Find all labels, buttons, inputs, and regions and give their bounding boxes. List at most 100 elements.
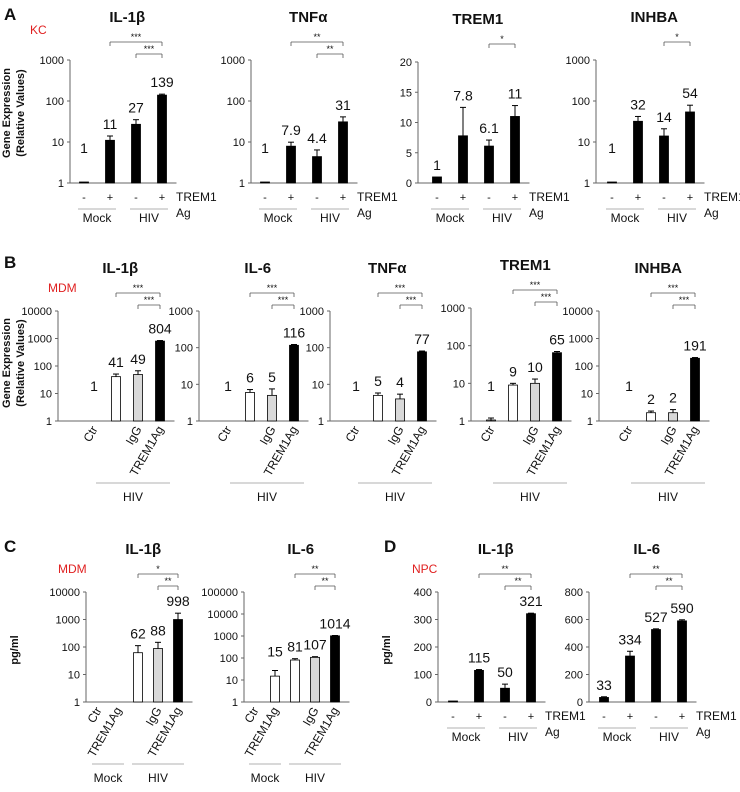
- a3-y-tick-label: 0: [406, 178, 412, 190]
- d1-minus-sign: -: [451, 711, 455, 723]
- a2-sig-stars: **: [326, 44, 334, 54]
- b4-y-tick-label: 100: [447, 341, 465, 353]
- b2-x-tick-label: IgG: [257, 424, 279, 448]
- a4-ag-label: Ag: [704, 206, 719, 220]
- d2-title: IL-6: [633, 541, 660, 558]
- a1-value-label: 1: [80, 140, 88, 156]
- b4-value-label: 9: [509, 363, 517, 379]
- d2-sig-stars: **: [652, 564, 660, 574]
- b3-bar: [395, 398, 405, 422]
- a3-plus-sign: +: [512, 192, 518, 204]
- b4-bar: [552, 352, 562, 422]
- a4-group-label: HIV: [667, 211, 687, 225]
- a4-y-tick-label: 1000: [566, 55, 590, 67]
- c1-group-label: HIV: [148, 771, 168, 785]
- b5-y-tick-label: 1000: [569, 334, 593, 346]
- a3-plus-sign: +: [460, 192, 466, 204]
- d1-plus-sign: +: [476, 711, 482, 723]
- d2-value-label: 527: [644, 609, 668, 625]
- a3-y-tick-label: 20: [400, 57, 412, 69]
- b1-y-tick-label: 10: [40, 389, 52, 401]
- d1-bar: [500, 687, 510, 703]
- b3-bar: [373, 394, 383, 422]
- a2-ag-label: Ag: [357, 206, 372, 220]
- c2-value-label: 15: [267, 644, 283, 660]
- d1-minus-sign: -: [503, 711, 507, 723]
- c1-sig-stars: *: [156, 564, 160, 574]
- a4-bar: [607, 181, 617, 184]
- a1-sig-stars: ***: [131, 32, 142, 42]
- a4-bar: [633, 120, 643, 184]
- b2-title: IL-6: [244, 260, 271, 277]
- a1-value-label: 11: [103, 116, 118, 132]
- d1-value-label: 115: [468, 650, 491, 666]
- c1-y-tick-label: 100: [62, 642, 80, 654]
- c1-value-label: 88: [150, 622, 166, 638]
- a4-bar: [659, 135, 669, 184]
- a2-minus-sign: -: [315, 192, 319, 204]
- b3-bar: [417, 351, 427, 422]
- c2-value-label: 81: [287, 639, 303, 655]
- d1-y-tick-label: 100: [414, 670, 432, 682]
- d2-value-label: 334: [618, 631, 642, 647]
- a4-value-label: 32: [630, 96, 646, 112]
- c2-y-tick-label: 1000: [214, 631, 238, 643]
- a3-bar: [510, 116, 520, 184]
- a3-bar: [458, 135, 468, 184]
- c1-y-tick-label: 10000: [49, 587, 80, 599]
- a2-group-label: Mock: [264, 211, 294, 225]
- a1-group-label: Mock: [83, 211, 113, 225]
- d2-trem1-label: TREM1: [696, 709, 737, 723]
- b5-value-label: 191: [683, 338, 707, 354]
- b1-bar: [155, 340, 165, 422]
- d2-bar: [651, 629, 661, 703]
- a3-trem1-label: TREM1: [529, 190, 570, 204]
- a4-group-label: Mock: [611, 211, 641, 225]
- b5-sig-stars: ***: [668, 283, 679, 293]
- b1-bar: [133, 374, 143, 422]
- d1-bar: [474, 669, 484, 703]
- b3-group-label: HIV: [385, 490, 405, 504]
- b1-sig-stars: ***: [133, 283, 144, 293]
- cell-label-mdm-c: MDM: [58, 562, 87, 576]
- b1-title: IL-1β: [102, 260, 138, 277]
- d2-bar: [599, 697, 609, 703]
- b2-y-tick-label: 10: [181, 379, 193, 391]
- b1-value-label: 1: [90, 378, 98, 394]
- a4-trem1-label: TREM1: [704, 190, 740, 204]
- d2-y-tick-label: 400: [565, 642, 583, 654]
- b4-x-tick-label: IgG: [520, 424, 542, 448]
- d2-ag-label: Ag: [696, 725, 711, 739]
- a1-sig-stars: ***: [144, 44, 155, 54]
- a3-minus-sign: -: [487, 192, 491, 204]
- a1-trem1-label: TREM1: [176, 190, 217, 204]
- b1-y-tick-label: 10000: [21, 306, 52, 318]
- a1-plus-sign: +: [107, 192, 113, 204]
- a3-value-label: 11: [508, 86, 523, 102]
- b1-value-label: 49: [130, 351, 146, 367]
- c2-x-tick-label: Ctr: [241, 705, 261, 726]
- a2-group-label: HIV: [320, 211, 340, 225]
- c1-value-label: 62: [130, 626, 146, 642]
- a2-bar: [286, 145, 296, 184]
- d1-plus-sign: +: [528, 711, 534, 723]
- c2-y-tick-label: 1: [232, 697, 238, 709]
- d2-minus-sign: -: [602, 711, 606, 723]
- b2-bar: [267, 394, 277, 422]
- b3-x-tick-label: IgG: [385, 424, 407, 448]
- d2-plus-sign: +: [627, 711, 633, 723]
- d2-y-tick-label: 0: [577, 697, 583, 709]
- b4-title: TREM1: [500, 257, 551, 274]
- d1-title: IL-1β: [478, 541, 514, 558]
- c2-y-tick-label: 10: [226, 675, 238, 687]
- a4-title: INHBA: [631, 9, 679, 26]
- b3-value-label: 4: [396, 374, 404, 390]
- c1-value-label: 998: [166, 593, 190, 609]
- b1-value-label: 804: [148, 321, 172, 337]
- d1-value-label: 50: [497, 664, 513, 680]
- b4-sig-stars: ***: [530, 280, 541, 290]
- b3-y-tick-label: 1: [318, 416, 324, 428]
- b1-group-label: HIV: [123, 490, 143, 504]
- b2-sig-stars: ***: [267, 283, 278, 293]
